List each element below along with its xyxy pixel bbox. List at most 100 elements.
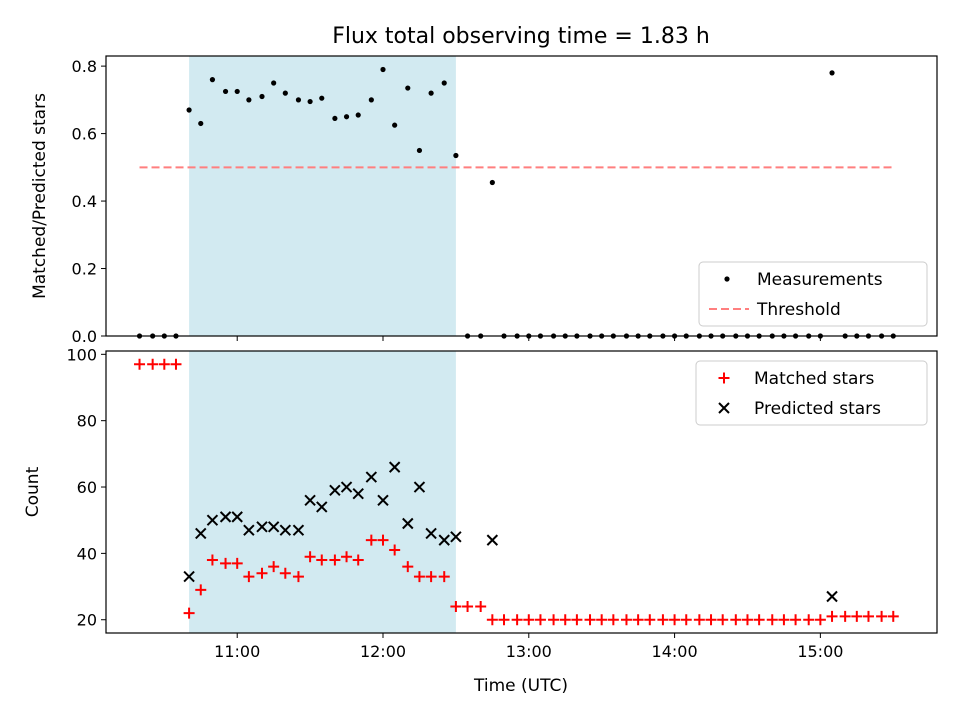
data-point <box>316 554 328 566</box>
data-point <box>134 358 146 370</box>
data-point <box>219 511 232 523</box>
data-point <box>475 600 487 612</box>
data-point <box>402 561 414 573</box>
observing-window-shade <box>189 56 456 336</box>
data-point <box>826 590 838 603</box>
data-point <box>839 610 851 622</box>
data-point <box>428 90 434 96</box>
legend-marker <box>718 372 730 384</box>
data-point <box>559 614 571 626</box>
data-point <box>607 614 619 626</box>
data-point <box>332 115 338 122</box>
x-tick-label: 13:00 <box>506 642 552 661</box>
x-axis-label: Time (UTC) <box>473 676 568 696</box>
data-point <box>632 614 644 626</box>
y-tick-label: 40 <box>77 544 97 563</box>
observing-window-shade <box>189 351 456 633</box>
legend-label: Measurements <box>757 270 883 290</box>
y-tick-label: 0.0 <box>72 327 97 346</box>
data-point <box>486 614 498 626</box>
data-point <box>319 95 325 101</box>
data-point <box>209 77 216 83</box>
x-tick-label: 15:00 <box>797 642 843 661</box>
axes-frame <box>105 55 938 337</box>
data-point <box>220 557 232 569</box>
x-tick-label: 11:00 <box>214 642 260 661</box>
data-point <box>355 112 361 118</box>
data-point <box>405 85 411 91</box>
data-point <box>498 614 510 626</box>
data-point <box>380 66 386 73</box>
data-point <box>705 614 717 626</box>
data-point <box>368 97 374 103</box>
series-predicted-stars <box>183 461 838 603</box>
data-point <box>790 614 802 626</box>
data-point <box>206 554 218 566</box>
data-point <box>523 614 535 626</box>
data-point <box>829 70 835 76</box>
data-point <box>271 80 277 86</box>
y-tick-label: 0.2 <box>72 260 97 279</box>
data-point <box>462 600 474 612</box>
data-point <box>316 501 328 513</box>
data-point <box>803 614 815 626</box>
data-point <box>343 114 350 120</box>
legend-box <box>695 360 928 426</box>
data-point <box>195 584 207 596</box>
data-point <box>571 614 583 626</box>
data-point <box>388 461 401 473</box>
legend: Measurements Threshold <box>698 261 928 327</box>
data-point <box>778 614 790 626</box>
bottom-panel-counts: 20 40 60 80 100 11:00 12:00 13:00 14:00 15:00 Coun… <box>23 345 938 661</box>
data-point <box>450 600 462 612</box>
data-point <box>814 614 826 626</box>
data-point <box>170 358 182 370</box>
legend-marker <box>718 402 730 414</box>
data-point <box>453 152 459 159</box>
legend-label: Predicted stars <box>754 399 881 419</box>
data-point <box>511 614 523 626</box>
data-point <box>279 567 291 579</box>
data-point <box>267 521 280 533</box>
data-point <box>657 614 669 626</box>
data-point <box>352 554 364 566</box>
data-point <box>243 524 255 536</box>
series-matched-stars <box>134 358 899 626</box>
data-point <box>486 534 499 546</box>
data-point <box>365 534 377 546</box>
data-point <box>753 614 765 626</box>
y-axis-label: Count <box>23 466 43 517</box>
legend-marker <box>724 276 730 282</box>
data-point <box>413 481 426 493</box>
data-point <box>851 610 863 622</box>
data-point <box>402 517 414 530</box>
data-point <box>195 527 207 540</box>
data-point <box>234 88 240 95</box>
data-point <box>377 494 389 507</box>
legend-box <box>698 261 928 327</box>
data-point <box>341 551 353 563</box>
data-point <box>392 122 398 128</box>
data-point <box>862 610 874 622</box>
legend-label: Threshold <box>756 300 841 320</box>
data-point <box>352 487 364 500</box>
data-point <box>198 120 204 127</box>
y-tick-label: 0.8 <box>72 57 97 76</box>
data-point <box>620 614 632 626</box>
x-tick-label: 12:00 <box>360 642 406 661</box>
data-point <box>222 88 229 95</box>
data-point <box>231 557 243 569</box>
data-point <box>147 358 159 370</box>
y-tick-label: 20 <box>77 611 97 630</box>
y-tick-label: 60 <box>77 478 97 497</box>
legend-label: Matched stars <box>754 369 874 389</box>
data-point <box>438 534 450 546</box>
data-point <box>329 484 341 497</box>
data-point <box>256 567 268 579</box>
data-point <box>876 610 888 622</box>
data-point <box>441 80 447 86</box>
data-point <box>389 544 401 556</box>
y-tick-label: 0.6 <box>72 125 97 144</box>
data-point <box>304 494 316 507</box>
